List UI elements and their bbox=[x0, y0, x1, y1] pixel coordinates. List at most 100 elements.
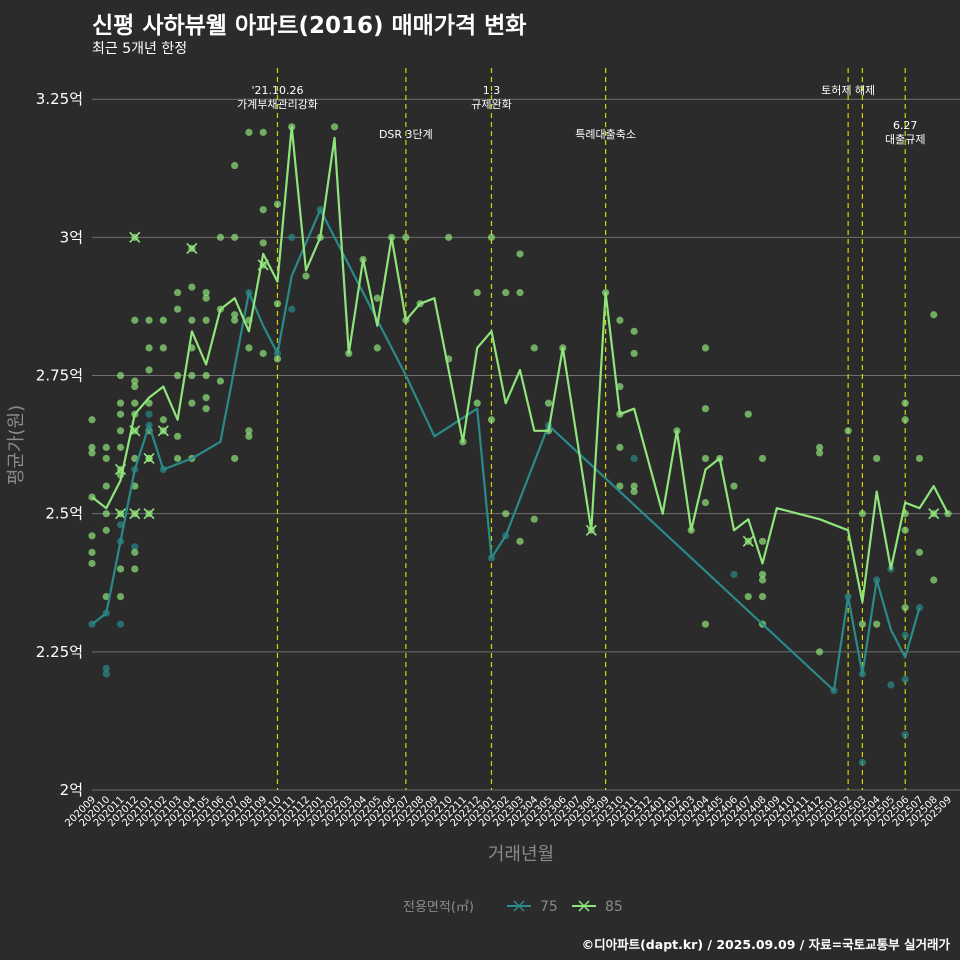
legend-cross-75 bbox=[513, 900, 525, 912]
data-point bbox=[245, 128, 253, 136]
source-caption: ©디아파트(dapt.kr) / 2025.09.09 / 자료=국토교통부 실… bbox=[581, 937, 950, 952]
data-point bbox=[116, 399, 125, 407]
data-point bbox=[188, 399, 196, 407]
data-point bbox=[302, 272, 310, 280]
data-point bbox=[145, 344, 153, 352]
data-point bbox=[174, 305, 182, 313]
data-point bbox=[758, 570, 767, 579]
data-point bbox=[701, 405, 710, 413]
cross-marker bbox=[928, 508, 940, 520]
y-tick-label: 2.5억 bbox=[45, 505, 83, 523]
data-point bbox=[102, 664, 110, 673]
data-point bbox=[102, 443, 110, 451]
data-point bbox=[231, 311, 239, 319]
y-tick-label: 3억 bbox=[60, 228, 83, 246]
data-point bbox=[116, 410, 125, 418]
data-point bbox=[758, 537, 767, 545]
data-point bbox=[259, 349, 267, 358]
y-axis-ticks: 2억 2.25억 2.5억 2.75억 3억 3.25억 bbox=[36, 90, 83, 799]
event-label: 규제완화 bbox=[471, 98, 511, 111]
data-point bbox=[730, 570, 738, 579]
data-point bbox=[131, 377, 139, 385]
data-point bbox=[887, 681, 895, 689]
data-point bbox=[858, 758, 867, 766]
event-label: 가계부채관리강화 bbox=[237, 98, 318, 111]
data-point bbox=[202, 371, 210, 380]
data-point bbox=[273, 355, 282, 363]
data-point bbox=[88, 548, 96, 556]
data-point bbox=[816, 648, 824, 656]
data-point bbox=[516, 289, 524, 297]
data-point bbox=[116, 620, 125, 628]
data-point bbox=[102, 510, 110, 518]
data-point bbox=[102, 670, 110, 678]
data-point bbox=[131, 382, 139, 391]
data-point bbox=[502, 510, 510, 518]
data-point bbox=[901, 631, 909, 639]
data-point bbox=[273, 300, 282, 308]
data-point bbox=[616, 443, 624, 451]
data-point bbox=[858, 620, 867, 628]
data-point bbox=[873, 620, 881, 628]
series-line-85 bbox=[91, 125, 949, 604]
data-point bbox=[102, 592, 110, 601]
data-point bbox=[744, 410, 752, 418]
data-point bbox=[202, 294, 210, 302]
data-point bbox=[116, 371, 125, 380]
data-point bbox=[174, 289, 182, 297]
cross-marker bbox=[114, 508, 127, 520]
data-point bbox=[116, 427, 125, 435]
data-point bbox=[131, 482, 139, 490]
data-point bbox=[188, 371, 196, 380]
data-point bbox=[102, 526, 110, 534]
y-tick-label: 2.25억 bbox=[36, 643, 83, 661]
data-point bbox=[159, 316, 167, 324]
legend-cross-85 bbox=[578, 900, 590, 912]
data-point bbox=[245, 432, 253, 440]
data-point bbox=[216, 377, 224, 385]
data-point bbox=[630, 482, 638, 490]
data-point bbox=[245, 344, 253, 352]
data-point bbox=[174, 371, 182, 380]
average-price-lines bbox=[91, 125, 949, 692]
cross-marker bbox=[186, 242, 198, 254]
data-point bbox=[202, 316, 210, 324]
event-label: DSR 3단계 bbox=[379, 128, 433, 141]
data-point bbox=[630, 349, 638, 358]
data-point bbox=[174, 432, 182, 440]
data-point bbox=[402, 233, 410, 241]
data-point bbox=[102, 482, 110, 490]
data-point bbox=[159, 344, 167, 352]
data-point bbox=[630, 454, 638, 463]
data-point bbox=[131, 454, 139, 463]
chart-subtitle: 최근 5개년 한정 bbox=[92, 41, 188, 57]
data-point bbox=[145, 366, 153, 374]
data-point bbox=[88, 559, 96, 568]
data-point bbox=[901, 731, 909, 739]
data-point bbox=[701, 620, 710, 628]
cross-marker bbox=[157, 425, 169, 437]
data-point bbox=[188, 316, 196, 324]
event-label: 1.3 bbox=[483, 84, 501, 97]
legend-label-75: 75 bbox=[540, 899, 558, 915]
data-point bbox=[930, 576, 938, 584]
data-point bbox=[202, 289, 210, 297]
series-line-75 bbox=[91, 208, 921, 692]
data-point bbox=[88, 443, 96, 451]
data-point bbox=[530, 344, 538, 352]
legend-item-75: 75 bbox=[507, 899, 558, 915]
data-point bbox=[844, 427, 852, 435]
event-label: '21.10.26 bbox=[251, 84, 303, 97]
data-point bbox=[502, 289, 510, 297]
data-point bbox=[901, 604, 909, 612]
data-point bbox=[88, 449, 96, 457]
data-point bbox=[858, 510, 867, 518]
data-point bbox=[116, 592, 125, 601]
data-point bbox=[131, 565, 139, 573]
cross-marker bbox=[742, 535, 754, 547]
data-point bbox=[330, 123, 339, 131]
data-point bbox=[516, 537, 524, 545]
data-point bbox=[188, 283, 196, 291]
data-point bbox=[816, 443, 824, 451]
